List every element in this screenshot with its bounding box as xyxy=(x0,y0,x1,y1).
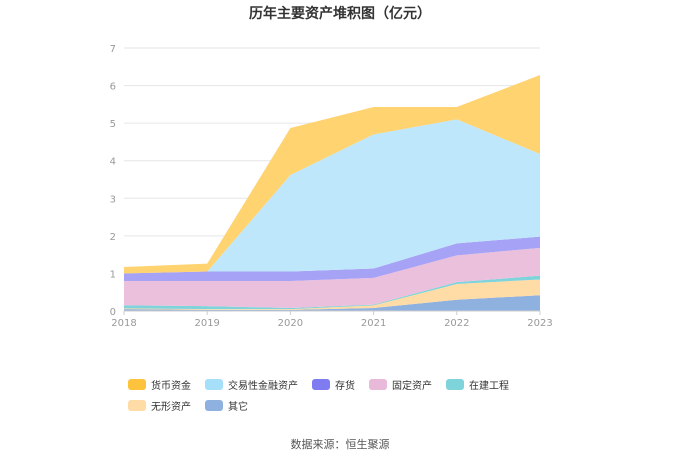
area-2[interactable] xyxy=(124,275,540,310)
legend-swatch xyxy=(446,379,464,390)
legend-item[interactable]: 固定资产 xyxy=(369,377,432,392)
y-tick-label: 1 xyxy=(110,269,116,280)
x-tick-label: 2019 xyxy=(194,318,219,329)
x-tick-label: 2021 xyxy=(361,318,386,329)
area-series xyxy=(124,75,540,311)
x-tick-label: 2022 xyxy=(444,318,469,329)
legend-swatch xyxy=(205,379,223,390)
axes: 0 1 2 3 4 5 6 7 2018 2019 2020 2021 2022 2023 xyxy=(110,44,553,329)
chart-title: 历年主要资产堆积图（亿元） xyxy=(249,6,431,22)
legend: 货币资金 交易性金融资产 存货 固定资产 在建工程无形资产 其它 xyxy=(128,377,578,413)
legend-swatch xyxy=(128,379,146,390)
area-0[interactable] xyxy=(124,295,540,311)
legend-item[interactable]: 货币资金 xyxy=(128,377,191,392)
x-tick-label: 2018 xyxy=(111,318,136,329)
y-tick-label: 7 xyxy=(110,44,116,55)
legend-swatch xyxy=(312,379,330,390)
legend-item[interactable]: 存货 xyxy=(312,377,355,392)
y-tick-label: 4 xyxy=(110,157,116,168)
legend-label: 存货 xyxy=(335,381,355,392)
area-1[interactable] xyxy=(124,279,540,310)
legend-label: 货币资金 xyxy=(151,381,191,392)
legend-label: 在建工程 xyxy=(469,381,509,392)
x-tick-label: 2020 xyxy=(278,318,303,329)
y-tick-label: 5 xyxy=(110,119,116,130)
legend-item[interactable]: 在建工程 xyxy=(446,377,509,392)
legend-item[interactable]: 交易性金融资产 xyxy=(205,377,298,392)
legend-item[interactable]: 无形资产 xyxy=(128,398,191,413)
legend-swatch xyxy=(205,400,223,411)
y-tick-label: 2 xyxy=(110,232,116,243)
x-tick-label: 2023 xyxy=(527,318,552,329)
y-tick-label: 3 xyxy=(110,194,116,205)
legend-label: 交易性金融资产 xyxy=(228,381,298,392)
legend-label: 无形资产 xyxy=(151,402,191,413)
legend-label: 其它 xyxy=(228,402,248,413)
area-6[interactable] xyxy=(124,75,540,274)
legend-swatch xyxy=(128,400,146,411)
data-source: 数据来源：恒生聚源 xyxy=(290,438,390,451)
area-4[interactable] xyxy=(124,236,540,281)
legend-label: 固定资产 xyxy=(392,381,432,392)
legend-swatch xyxy=(369,379,387,390)
area-5[interactable] xyxy=(124,119,540,274)
area-3[interactable] xyxy=(124,247,540,308)
legend-item[interactable]: 其它 xyxy=(205,398,248,413)
y-tick-label: 6 xyxy=(110,82,116,93)
y-tick-label: 0 xyxy=(110,307,116,318)
